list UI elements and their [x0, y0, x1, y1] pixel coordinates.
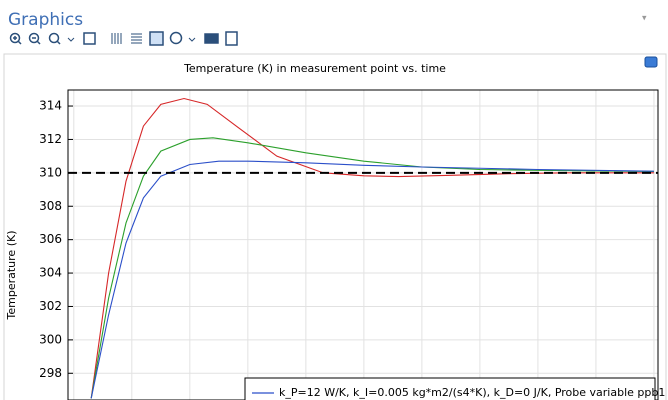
y-axis-label: Temperature (K): [5, 231, 18, 321]
y-tick-label: 298: [39, 366, 62, 380]
export-button[interactable]: [644, 56, 658, 68]
y-tick-label: 310: [39, 165, 62, 179]
series-line: [90, 137, 654, 399]
zoom-extents[interactable]: [83, 32, 96, 45]
zoom-in[interactable]: [9, 32, 22, 45]
y-tick-label: 312: [39, 132, 62, 146]
legend-box: [244, 377, 656, 400]
y-tick-label: 302: [39, 299, 62, 313]
y-tick-label: 314: [39, 99, 62, 113]
snapshot[interactable]: [204, 33, 219, 44]
zoom-box[interactable]: [48, 32, 75, 45]
legend-toggle[interactable]: [131, 33, 142, 44]
legend-label: k_P=12 W/K, k_I=0.005 kg*m2/(s4*K), k_D=…: [279, 386, 665, 399]
axis-settings[interactable]: [149, 31, 164, 46]
zoom-out[interactable]: [28, 32, 41, 45]
y-tick-label: 306: [39, 232, 62, 246]
series-line: [90, 97, 654, 399]
toolbar: [9, 31, 238, 46]
plot-frame: [67, 89, 659, 400]
y-tick-label: 304: [39, 266, 62, 280]
y-tick-label: 308: [39, 199, 62, 213]
chart-title: Temperature (K) in measurement point vs.…: [183, 62, 446, 75]
panel-title: Graphics: [8, 10, 83, 30]
series-line: [90, 160, 654, 399]
print[interactable]: [225, 31, 238, 46]
panel-menu[interactable]: ▾: [642, 14, 647, 24]
plot-window: [3, 53, 667, 400]
y-tick-label: 300: [39, 332, 62, 346]
grid-toggle[interactable]: [111, 33, 122, 44]
color-settings[interactable]: [169, 31, 183, 45]
color-menu[interactable]: [188, 37, 196, 42]
